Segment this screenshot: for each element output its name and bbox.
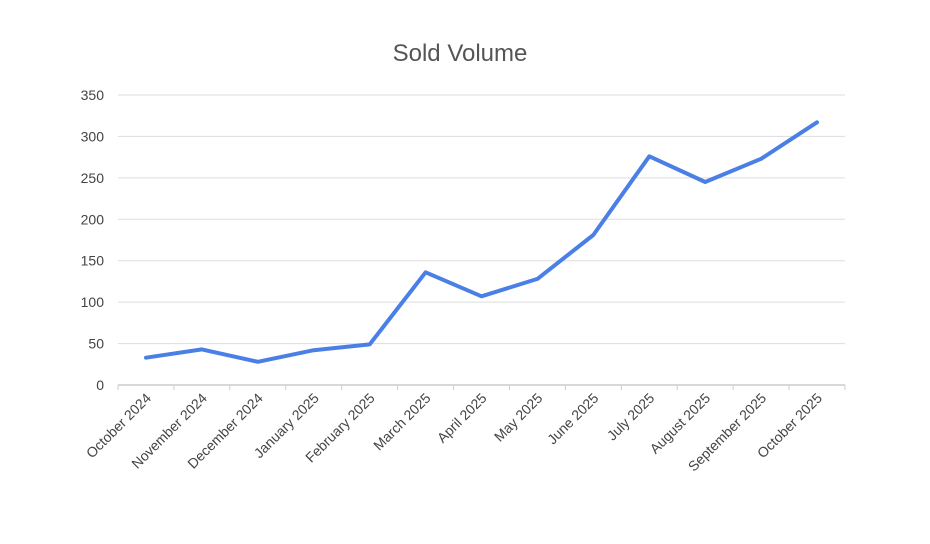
y-tick-label: 100 (81, 294, 105, 310)
y-tick-label: 50 (88, 336, 104, 352)
y-tick-label: 200 (81, 211, 105, 227)
x-tick-label: April 2025 (434, 390, 490, 446)
x-tick-label: March 2025 (370, 390, 434, 454)
y-tick-label: 250 (81, 170, 105, 186)
x-tick-label: July 2025 (604, 390, 658, 444)
y-tick-label: 150 (81, 253, 105, 269)
data-series (144, 120, 819, 364)
x-tick-label: May 2025 (491, 390, 546, 445)
chart-title: Sold Volume (392, 40, 528, 67)
gridlines (118, 94, 845, 386)
y-tick-label: 300 (81, 128, 105, 144)
series-line[interactable] (144, 120, 819, 364)
x-tick-label: June 2025 (544, 390, 602, 448)
y-tick-label: 350 (81, 87, 105, 103)
y-tick-label: 0 (96, 377, 104, 393)
y-axis-labels: 0 50 100 150 200 250 300 350 (81, 87, 105, 393)
